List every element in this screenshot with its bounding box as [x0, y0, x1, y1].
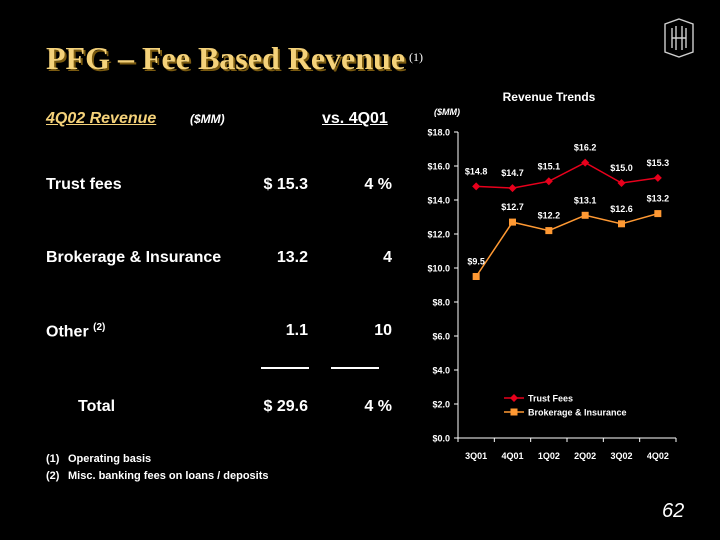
data-point [544, 177, 553, 186]
series-line-trust-fees [476, 161, 658, 189]
revenue-header: 4Q02 Revenue [46, 110, 157, 127]
x-tick-label: 2Q02 [574, 451, 596, 461]
legend-label: Trust Fees [528, 394, 573, 404]
data-point [653, 173, 662, 182]
table-row: Other (2) 1.1 10 [0, 322, 420, 344]
data-label: $15.1 [538, 161, 561, 171]
data-label: $12.7 [501, 202, 524, 212]
data-label: $15.3 [647, 158, 670, 168]
row-change: 4 [383, 249, 392, 266]
legend-marker [510, 408, 518, 416]
x-tick-label: 3Q02 [610, 451, 632, 461]
y-tick-label: $2.0 [432, 400, 450, 410]
legend-label: Brokerage & Insurance [528, 408, 627, 418]
row-value: 1.1 [285, 322, 308, 339]
legend-marker [510, 394, 518, 402]
row-value: $ 29.6 [263, 398, 308, 415]
row-label: Brokerage & Insurance [46, 249, 222, 266]
y-tick-label: $8.0 [432, 298, 450, 308]
subtotal-rule [261, 367, 309, 369]
row-change: 10 [374, 322, 392, 339]
x-tick-label: 4Q02 [647, 451, 669, 461]
y-tick-label: $6.0 [432, 332, 450, 342]
footnote: (2) Misc. banking fees on loans / deposit… [46, 470, 269, 482]
data-label: $13.2 [647, 194, 670, 204]
series-line-brokerage-insurance [475, 212, 659, 277]
slide-title: PFG – Fee Based Revenue (1) [46, 40, 424, 76]
title-footnote-ref: (1) [409, 50, 424, 64]
data-label: $15.0 [610, 163, 633, 173]
data-point [509, 218, 516, 226]
y-tick-label: $4.0 [432, 366, 450, 376]
data-label: $12.6 [610, 204, 633, 214]
data-label: $9.5 [467, 257, 485, 267]
data-point [472, 273, 480, 280]
row-label: Trust fees [46, 176, 122, 193]
data-point [581, 158, 590, 167]
data-point [617, 179, 626, 187]
data-label: $16.2 [574, 143, 597, 153]
table-row: Trust fees $ 15.3 4 % [0, 176, 420, 198]
data-point [618, 220, 625, 228]
data-point [472, 182, 481, 191]
y-tick-label: $14.0 [427, 196, 450, 206]
y-tick-label: $18.0 [427, 128, 450, 138]
x-tick-label: 4Q01 [501, 451, 523, 461]
data-label: $12.2 [538, 211, 561, 221]
row-value: $ 15.3 [263, 176, 308, 193]
y-tick-label: $0.0 [432, 434, 450, 444]
row-value: 13.2 [276, 249, 308, 266]
x-tick-label: 3Q01 [465, 451, 487, 461]
row-change: 4 % [364, 176, 392, 193]
units-header: ($MM) [190, 112, 225, 126]
row-label: Other (2) [46, 322, 106, 341]
row-change: 4 % [364, 398, 392, 415]
y-tick-label: $16.0 [427, 162, 450, 172]
table-row: Brokerage & Insurance 13.2 4 [0, 249, 420, 271]
data-label: $14.7 [501, 168, 524, 178]
row-footnote-ref: (2) [93, 322, 106, 333]
footnote: (1) Operating basis [46, 453, 152, 465]
chart-title: Revenue Trends [503, 90, 596, 104]
data-point [545, 227, 553, 235]
y-tick-label: $10.0 [427, 264, 450, 274]
data-point [654, 210, 662, 218]
table-row-total: Total $ 29.6 4 % [0, 398, 420, 420]
y-axis-label: ($MM) [434, 107, 460, 117]
data-label: $14.8 [465, 166, 488, 176]
data-label: $13.1 [574, 195, 597, 205]
subtotal-rule [331, 367, 379, 369]
y-tick-label: $12.0 [427, 230, 450, 240]
compare-header: vs. 4Q01 [322, 110, 388, 127]
data-point [581, 211, 589, 219]
x-tick-label: 1Q02 [538, 451, 560, 461]
row-label: Total [78, 398, 116, 415]
data-point [508, 184, 517, 193]
hb-monogram-icon [664, 18, 694, 58]
page-number: 62 [662, 500, 685, 522]
